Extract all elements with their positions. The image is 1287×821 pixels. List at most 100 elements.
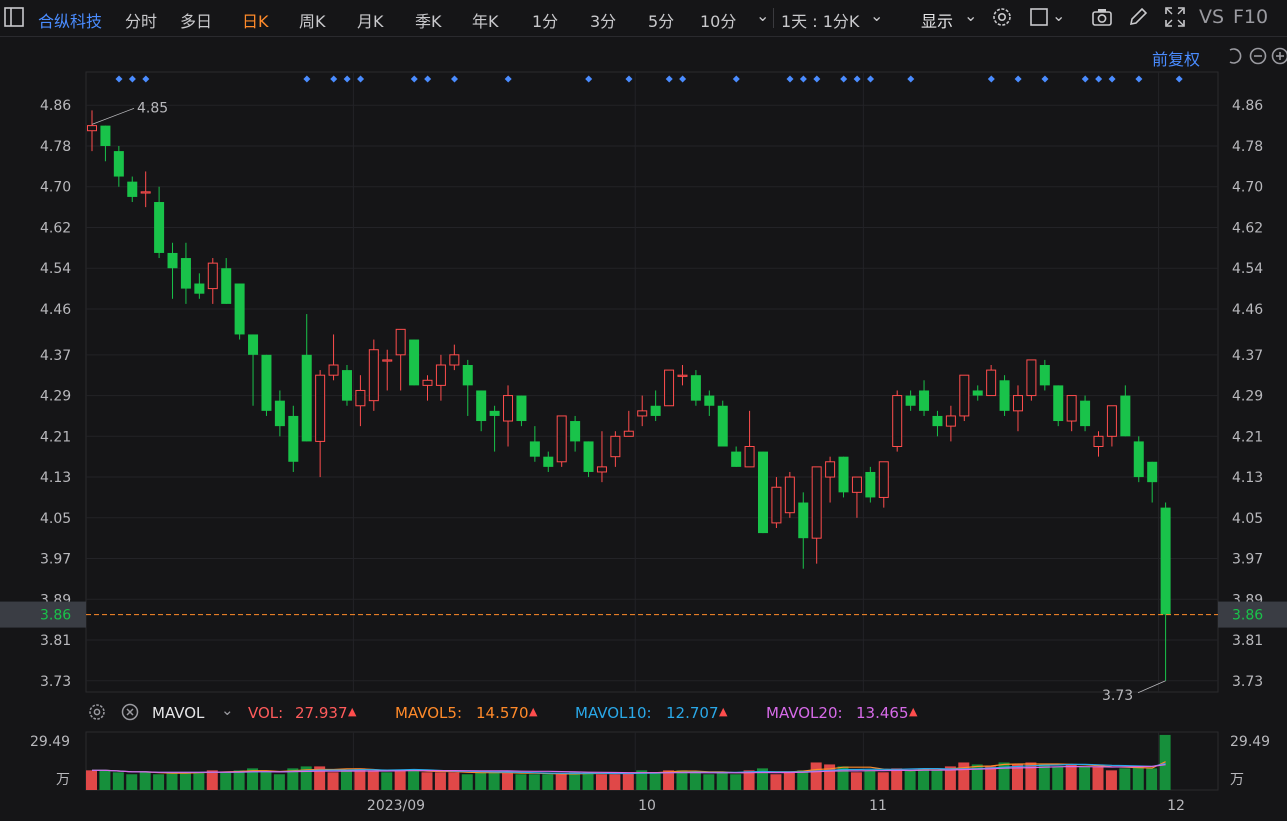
volume-bar xyxy=(891,768,903,790)
event-marker xyxy=(867,75,875,83)
zoom-out-icon[interactable] xyxy=(1248,46,1268,66)
event-marker xyxy=(987,75,995,83)
tab-fenshi[interactable]: 分时 xyxy=(125,12,158,31)
tab-yearly-k[interactable]: 年K xyxy=(472,12,499,31)
candle-body xyxy=(368,349,379,402)
period-select[interactable]: 1天 : 1分K xyxy=(781,12,860,31)
tab-daily-k[interactable]: 日K xyxy=(242,12,269,31)
candle-body xyxy=(596,466,607,473)
candle-body xyxy=(167,252,178,269)
volume-max-left: 29.49 xyxy=(30,734,70,750)
fullscreen-icon[interactable] xyxy=(1163,5,1187,29)
candle-body xyxy=(758,451,768,534)
event-marker xyxy=(1081,75,1089,83)
f10-button[interactable]: F10 xyxy=(1233,6,1269,28)
layout-square-icon[interactable] xyxy=(1028,5,1052,29)
event-marker xyxy=(625,75,633,83)
volume-bar xyxy=(287,768,299,790)
volume-bar xyxy=(730,774,742,790)
price-tick-right: 4.46 xyxy=(1232,302,1263,318)
volume-bar xyxy=(757,768,768,790)
volume-bar xyxy=(112,772,124,790)
volume-bar xyxy=(367,770,379,790)
volume-bar xyxy=(716,772,728,790)
sidebar-toggle-icon[interactable] xyxy=(3,6,25,28)
volume-bar xyxy=(904,770,916,790)
candle-body xyxy=(382,359,393,362)
volume-bar xyxy=(1025,762,1037,790)
tab-duori[interactable]: 多日 xyxy=(180,12,213,31)
candle-body xyxy=(945,415,956,427)
volume-bar xyxy=(528,774,540,790)
candle-body xyxy=(395,328,406,356)
tab-1min[interactable]: 1分 xyxy=(532,12,559,31)
gear-icon[interactable] xyxy=(990,5,1014,29)
mavol10-up-arrow-icon: ▲ xyxy=(719,705,728,718)
candle-body xyxy=(154,202,165,253)
price-tick-right: 4.70 xyxy=(1232,180,1263,196)
display-menu[interactable]: 显示 xyxy=(921,12,954,31)
price-extremes: 4.85 3.73 xyxy=(91,100,1166,704)
candle-body xyxy=(959,374,970,417)
adjust-mode-button[interactable]: 前复权 xyxy=(1152,50,1201,69)
date-axis: 2023/09 10 11 12 xyxy=(367,798,1185,814)
volume-ma-lines xyxy=(92,761,1166,775)
volume-bar xyxy=(220,772,232,790)
volume-bar xyxy=(86,770,97,790)
volume-unit-right: 万 xyxy=(1230,772,1244,788)
period-chevron-icon[interactable]: ⌄ xyxy=(870,6,884,25)
candle-body xyxy=(892,395,903,447)
indicator-chevron-icon[interactable]: ⌄ xyxy=(221,701,234,719)
candle-body xyxy=(1053,385,1064,422)
candle-body xyxy=(717,405,728,447)
event-marker xyxy=(343,75,351,83)
undo-icon[interactable] xyxy=(1224,46,1244,66)
volume-unit-left: 万 xyxy=(56,772,70,788)
tab-10min[interactable]: 10分 xyxy=(700,12,737,31)
tab-3min[interactable]: 3分 xyxy=(590,12,617,31)
candle-body xyxy=(248,334,259,355)
stock-name[interactable]: 合纵科技 xyxy=(38,12,103,31)
camera-icon[interactable] xyxy=(1090,5,1114,29)
volume-bar xyxy=(126,774,138,790)
layout-chevron-icon[interactable]: ⌄ xyxy=(1052,6,1066,25)
kline-chart[interactable]: 4.86 4.86 4.78 4.78 4.70 4.70 4.62 4.62 4.54 4.54… xyxy=(0,36,1287,821)
volume-bar xyxy=(542,774,554,790)
event-marker xyxy=(451,75,458,83)
tab-quarterly-k[interactable]: 季K xyxy=(415,12,442,31)
tab-5min[interactable]: 5分 xyxy=(648,12,675,31)
tabs-more-chevron-icon[interactable]: ⌄ xyxy=(756,6,770,25)
volume-bar xyxy=(1052,766,1064,790)
candle-body xyxy=(140,191,151,194)
price-tick-right: 4.86 xyxy=(1232,98,1263,114)
candle-body xyxy=(449,354,460,366)
pencil-icon[interactable] xyxy=(1126,5,1150,29)
volume-bar xyxy=(676,770,688,790)
display-chevron-icon[interactable]: ⌄ xyxy=(964,6,978,25)
event-marker xyxy=(115,75,123,83)
candle-body xyxy=(637,410,648,417)
date-label: 12 xyxy=(1167,798,1185,814)
candle-body xyxy=(972,390,983,396)
candle-body xyxy=(825,461,836,478)
tab-weekly-k[interactable]: 周K xyxy=(299,12,326,31)
event-marker xyxy=(504,75,512,83)
candle-body xyxy=(1133,441,1144,478)
event-marker xyxy=(732,75,740,83)
tab-monthly-k[interactable]: 月K xyxy=(357,12,384,31)
vs-button[interactable]: VS xyxy=(1199,6,1225,28)
indicator-settings-gear-icon[interactable] xyxy=(87,702,107,722)
event-marker xyxy=(1108,75,1116,83)
candle-body xyxy=(798,502,809,539)
zoom-in-icon[interactable] xyxy=(1270,46,1287,66)
event-marker xyxy=(1175,75,1183,83)
volume-bar xyxy=(649,772,661,790)
volume-bar xyxy=(461,774,473,790)
candle-body xyxy=(1093,435,1104,447)
candle-body xyxy=(677,374,688,377)
price-frame xyxy=(85,71,1219,693)
indicator-select[interactable]: MAVOL xyxy=(152,704,205,722)
candle-body xyxy=(543,456,554,467)
volume-bar xyxy=(1132,766,1144,790)
indicator-close-icon[interactable] xyxy=(120,702,140,722)
